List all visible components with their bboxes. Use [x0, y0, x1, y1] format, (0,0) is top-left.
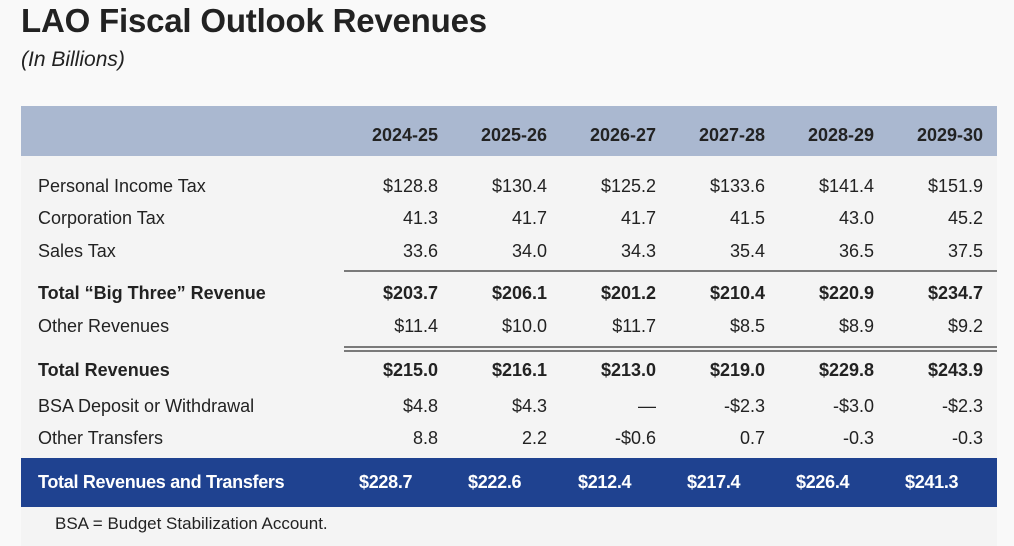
table-row-total-revenues-and-transfers: Total Revenues and Transfers $228.7 $222…: [21, 458, 997, 507]
table-cell: 0.7: [739, 428, 765, 448]
column-header: 2026-27: [589, 125, 656, 145]
table-cell: 34.0: [511, 241, 547, 261]
table-cell: $217.4: [687, 472, 741, 492]
table-row-other-transfers: Other Transfers 8.8 2.2 -$0.6 0.7 -0.3 -…: [21, 423, 997, 453]
table-cell: -$0.6: [614, 428, 656, 448]
table-cell: $212.4: [578, 472, 632, 492]
table-row-total-revenues: Total Revenues $215.0 $216.1 $213.0 $219…: [21, 355, 997, 385]
row-label: Corporation Tax: [38, 208, 165, 228]
table-cell: $216.1: [491, 360, 547, 380]
table-cell: $220.9: [818, 283, 874, 303]
table-cell: -$2.3: [941, 396, 983, 416]
table-cell: -0.3: [951, 428, 983, 448]
table-cell: $9.2: [947, 316, 983, 336]
table-cell: $10.0: [501, 316, 547, 336]
table-cell: 43.0: [838, 208, 874, 228]
table-cell: $4.8: [402, 396, 438, 416]
row-label: Other Transfers: [38, 428, 164, 448]
table-cell: -$3.0: [832, 396, 874, 416]
table-cell: 41.5: [729, 208, 765, 228]
table-cell: $206.1: [491, 283, 547, 303]
table-cell: —: [638, 396, 656, 416]
table-cell: $241.3: [905, 472, 959, 492]
table-cell: $8.9: [838, 316, 874, 336]
table-row-total-big-three: Total “Big Three” Revenue $203.7 $206.1 …: [21, 278, 997, 308]
table-cell: 41.7: [511, 208, 547, 228]
table-row-personal-income-tax: Personal Income Tax $128.8 $130.4 $125.2…: [21, 171, 997, 201]
table-cell: -0.3: [842, 428, 874, 448]
table-cell: $201.2: [600, 283, 656, 303]
table-cell: 33.6: [402, 241, 438, 261]
row-label: Total “Big Three” Revenue: [38, 283, 266, 303]
revenue-table: 2024-25 2025-26 2026-27 2027-28 2028-29 …: [21, 106, 997, 546]
table-cell: 41.3: [402, 208, 438, 228]
table-cell: $133.6: [709, 176, 765, 196]
row-label: Sales Tax: [38, 241, 116, 261]
table-row-sales-tax: Sales Tax 33.6 34.0 34.3 35.4 36.5 37.5: [21, 236, 997, 266]
row-label: Personal Income Tax: [38, 176, 206, 196]
row-label: Other Revenues: [38, 316, 170, 336]
table-cell: 35.4: [729, 241, 765, 261]
table-row-corporation-tax: Corporation Tax 41.3 41.7 41.7 41.5 43.0…: [21, 203, 997, 233]
table-row-other-revenues: Other Revenues $11.4 $10.0 $11.7 $8.5 $8…: [21, 311, 997, 341]
table-cell: $228.7: [359, 472, 413, 492]
table-cell: $219.0: [709, 360, 765, 380]
table-cell: -$2.3: [723, 396, 765, 416]
table-header-row: 2024-25 2025-26 2026-27 2027-28 2028-29 …: [21, 106, 997, 156]
table-cell: 2.2: [521, 428, 547, 448]
subtitle-units: (In Billions): [21, 48, 125, 71]
table-row-bsa: BSA Deposit or Withdrawal $4.8 $4.3 — -$…: [21, 391, 997, 421]
column-header: 2029-30: [916, 125, 983, 145]
table-cell: $222.6: [468, 472, 522, 492]
column-header: 2025-26: [480, 125, 547, 145]
row-label: Total Revenues: [38, 360, 170, 380]
table-cell: 8.8: [412, 428, 438, 448]
table-cell: $128.8: [382, 176, 438, 196]
table-cell: $229.8: [818, 360, 874, 380]
table-cell: 45.2: [947, 208, 983, 228]
row-label: Total Revenues and Transfers: [38, 472, 285, 492]
row-label: BSA Deposit or Withdrawal: [38, 396, 255, 416]
table-cell: $11.4: [394, 316, 438, 336]
table-cell: 34.3: [620, 241, 656, 261]
table-cell: $213.0: [600, 360, 656, 380]
table-cell: 37.5: [947, 241, 983, 261]
column-header: 2024-25: [371, 125, 438, 145]
table-cell: $8.5: [729, 316, 765, 336]
table-cell: $125.2: [600, 176, 656, 196]
table-cell: $215.0: [382, 360, 438, 380]
table-cell: $210.4: [709, 283, 765, 303]
table-cell: $203.7: [382, 283, 438, 303]
table-cell: $151.9: [927, 176, 983, 196]
table-cell: $130.4: [491, 176, 547, 196]
table-cell: $11.7: [612, 316, 656, 336]
table-cell: $141.4: [818, 176, 874, 196]
total-double-rule: [344, 346, 997, 352]
table-cell: 36.5: [838, 241, 874, 261]
page-title: LAO Fiscal Outlook Revenues: [21, 2, 487, 39]
table-cell: $226.4: [796, 472, 850, 492]
subtotal-rule: [344, 270, 997, 272]
column-header: 2027-28: [698, 125, 765, 145]
column-header: 2028-29: [807, 125, 874, 145]
table-cell: $4.3: [511, 396, 547, 416]
table-cell: 41.7: [620, 208, 656, 228]
table-cell: $243.9: [927, 360, 983, 380]
footnote: BSA = Budget Stabilization Account.: [55, 514, 328, 533]
table-cell: $234.7: [927, 283, 983, 303]
